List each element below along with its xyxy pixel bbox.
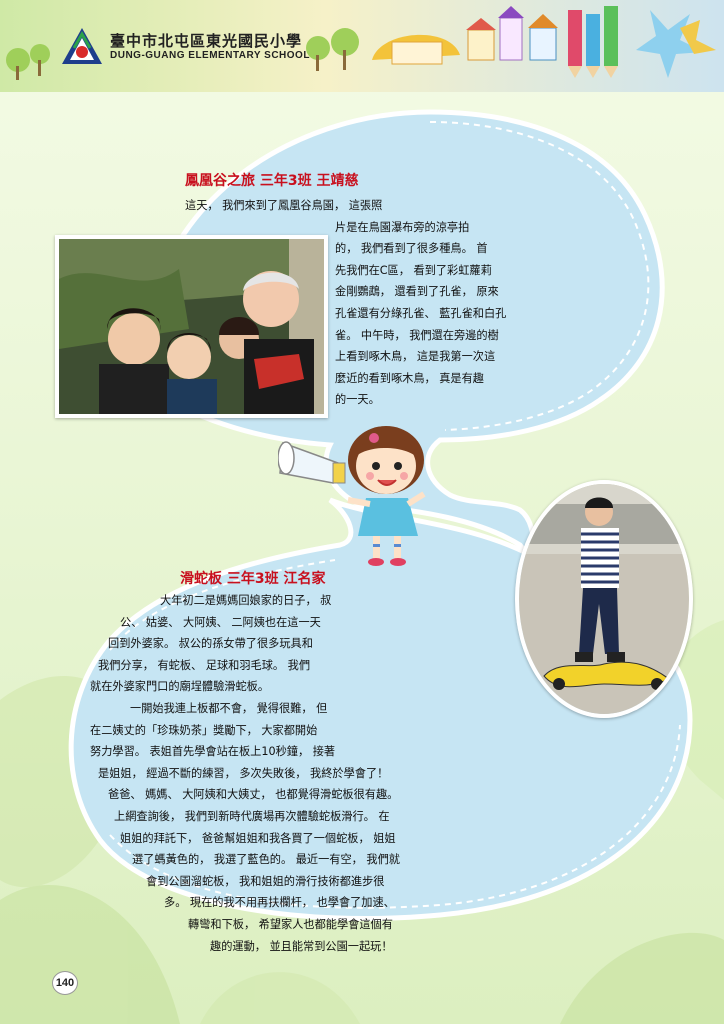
school-name-cn: 臺中市北屯區東光國民小學 — [110, 32, 303, 50]
article2-line: 我們分享， 有蛇板、 足球和羽毛球。 我們 — [98, 658, 311, 672]
article1-line: 上看到啄木鳥， 這是我第一次這 — [335, 350, 496, 364]
header-decoration-icon — [6, 6, 716, 80]
article2-line: 趣的運動， 並且能常到公園一起玩！ — [210, 939, 393, 953]
page-number: 140 — [52, 971, 78, 995]
article2-line: 公、 姑婆、 大阿姨、 二阿姨也在這一天 — [120, 615, 321, 629]
article2-line: 多。 現在的我不用再扶欄杆， 也學會了加速、 — [164, 896, 395, 910]
article2-line: 選了螞黃色的， 我選了藍色的。 最近一有空， 我們就 — [132, 853, 400, 867]
article2-line: 爸爸、 媽媽、 大阿姨和大姨丈， 也都覺得滑蛇板很有趣。 — [108, 788, 399, 802]
article1-line: 的一天。 — [335, 393, 380, 407]
article2-line: 姐姐的拜託下， 爸爸幫姐姐和我各買了一個蛇板， 姐姐 — [120, 831, 396, 845]
article2-text: 大年初二是媽媽回娘家的日子， 叔 公、 姑婆、 大阿姨、 二阿姨也在這一天 回到… — [90, 590, 670, 957]
header-band — [0, 0, 724, 92]
family-photo — [55, 235, 328, 418]
school-name-en: DUNG-GUANG ELEMENTARY SCHOOL — [110, 50, 310, 61]
article1-line: 雀。 中午時， 我們還在旁邊的樹 — [335, 328, 499, 342]
article2-line: 就在外婆家門口的廟埕體驗滑蛇板。 — [90, 680, 270, 694]
family-photo-image — [59, 239, 324, 414]
school-logo-icon — [62, 28, 102, 64]
article2-line: 會到公園溜蛇板， 我和姐姐的滑行技術都進步很 — [146, 874, 385, 888]
article2-line: 在二姨丈的「珍珠奶茶」獎勵下， 大家都開始 — [90, 723, 318, 737]
article1-title: 鳳凰谷之旅 三年3班 王靖慈 — [185, 173, 359, 189]
article1-line: 這天， 我們來到了鳳凰谷鳥園， 這張照 — [185, 199, 383, 212]
article2-line: 一開始我連上板都不會， 覺得很難， 但 — [130, 701, 328, 715]
article1-text: 這天， 我們來到了鳳凰谷鳥園， 這張照 片是在鳥園瀑布旁的涼亭拍 的， 我們看到… — [185, 195, 585, 411]
bubble-dashed-border-3 — [109, 724, 681, 909]
article2-line: 是姐姐， 經過不斷的練習， 多次失敗後， 我終於學會了！ — [98, 766, 389, 780]
header: 臺中市北屯區東光國民小學 DUNG-GUANG ELEMENTARY SCHOO… — [0, 0, 724, 92]
cartoon-girl-megaphone-icon — [278, 426, 426, 566]
bubble-dashed-border-2 — [109, 559, 336, 651]
article1-line: 片是在鳥園瀑布旁的涼亭拍 — [335, 220, 470, 234]
article1-line: 先我們在C區， 看到了彩虹蘿莉 — [335, 263, 492, 277]
article2-line: 轉彎和下板， 希望家人也都能學會這個有 — [188, 917, 393, 931]
bubble-dashed-border — [429, 121, 650, 431]
article2-line: 努力學習。 表姐首先學會站在板上10秒鐘， 接著 — [90, 745, 336, 759]
article1-line: 金剛鸚鵡， 還看到了孔雀， 原來 — [335, 285, 499, 299]
article2-line: 大年初二是媽媽回娘家的日子， 叔 — [160, 594, 332, 607]
article1-line: 麼近的看到啄木鳥， 真是有趣 — [335, 371, 484, 385]
article1-line: 的， 我們看到了很多種鳥。 首 — [335, 242, 488, 256]
article2-line: 上網查詢後， 我們到新時代廣場再次體驗蛇板滑行。 在 — [114, 809, 390, 823]
article1-line: 孔雀還有分綠孔雀、 藍孔雀和白孔 — [335, 306, 507, 320]
article2-line: 回到外婆家。 叔公的孫女帶了很多玩具和 — [108, 637, 313, 651]
article2-title: 滑蛇板 三年3班 江名家 — [180, 571, 326, 587]
